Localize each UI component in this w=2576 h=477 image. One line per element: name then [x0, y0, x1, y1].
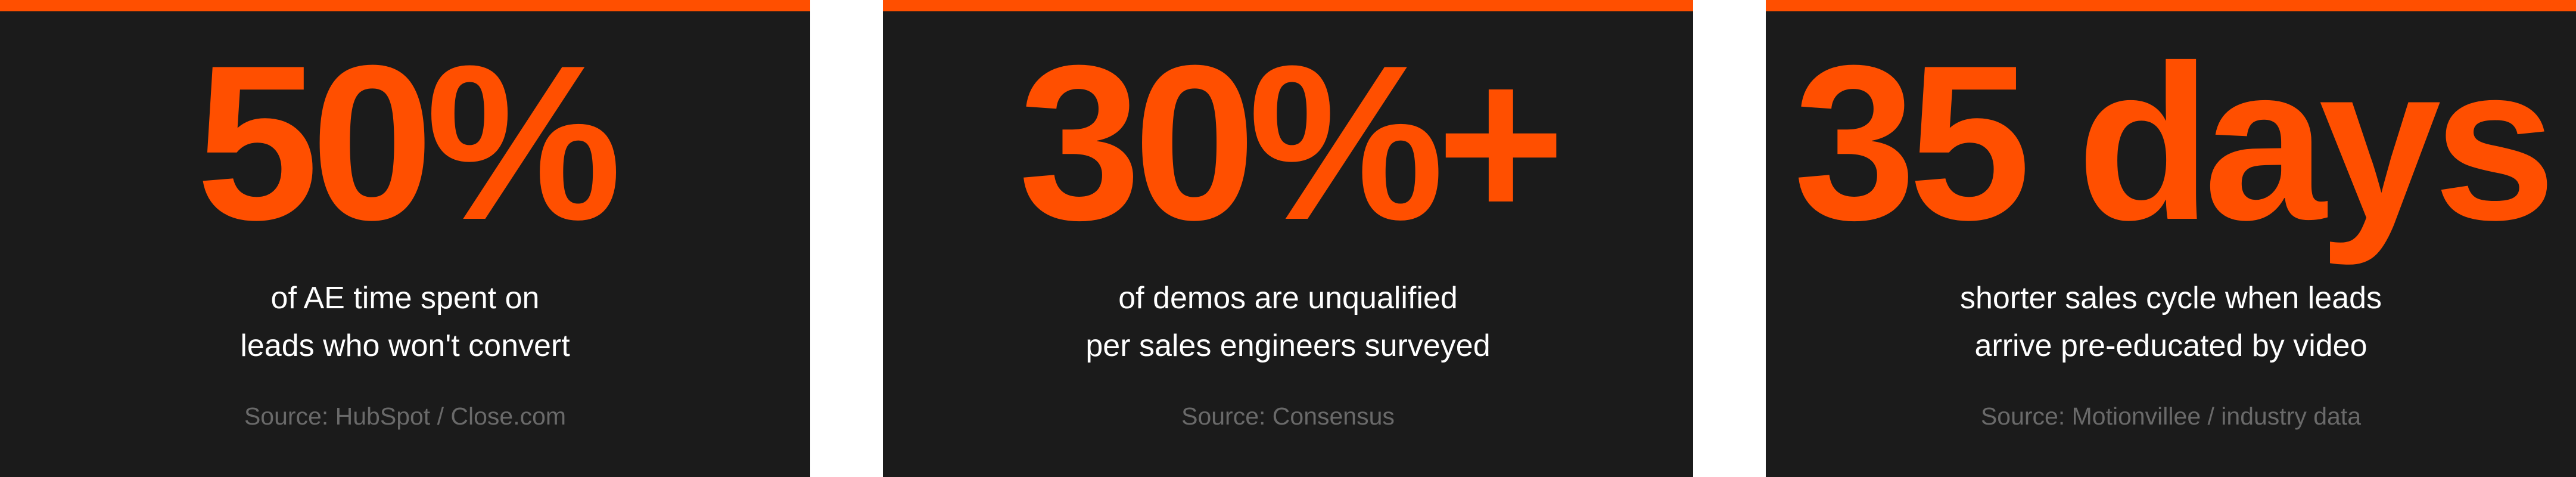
stat-value: 30%+ — [1018, 20, 1566, 266]
stat-card: 50% of AE time spent on leads who won't co… — [0, 0, 810, 477]
stat-description: of demos are unqualified per sales engine… — [883, 274, 1693, 370]
stat-description: of AE time spent on leads who won't conve… — [0, 274, 810, 370]
description-line: per sales engineers surveyed — [1085, 329, 1491, 363]
stat-source: Source: HubSpot / Close.com — [244, 402, 567, 430]
stat-source: Source: Motionvillee / industry data — [1980, 402, 2362, 430]
accent-bar — [1766, 0, 2576, 11]
description-line: shorter sales cycle when leads — [1959, 281, 2382, 315]
stat-value: 35 days — [1793, 20, 2556, 266]
stat-source: Source: Consensus — [1181, 402, 1395, 430]
accent-bar — [883, 0, 1693, 11]
description-line: of demos are unqualified — [1118, 281, 1458, 315]
description-line: leads who won't convert — [240, 329, 570, 363]
stat-description: shorter sales cycle when leads arrive pre… — [1766, 274, 2576, 370]
description-line: arrive pre-educated by video — [1974, 329, 2367, 363]
accent-bar — [0, 0, 810, 11]
stat-value: 50% — [196, 20, 622, 266]
description-line: of AE time spent on — [270, 281, 540, 315]
stat-card: 30%+ of demos are unqualified per sales en… — [883, 0, 1693, 477]
stat-card: 35 days shorter sales cycle when leads arr… — [1766, 0, 2576, 477]
